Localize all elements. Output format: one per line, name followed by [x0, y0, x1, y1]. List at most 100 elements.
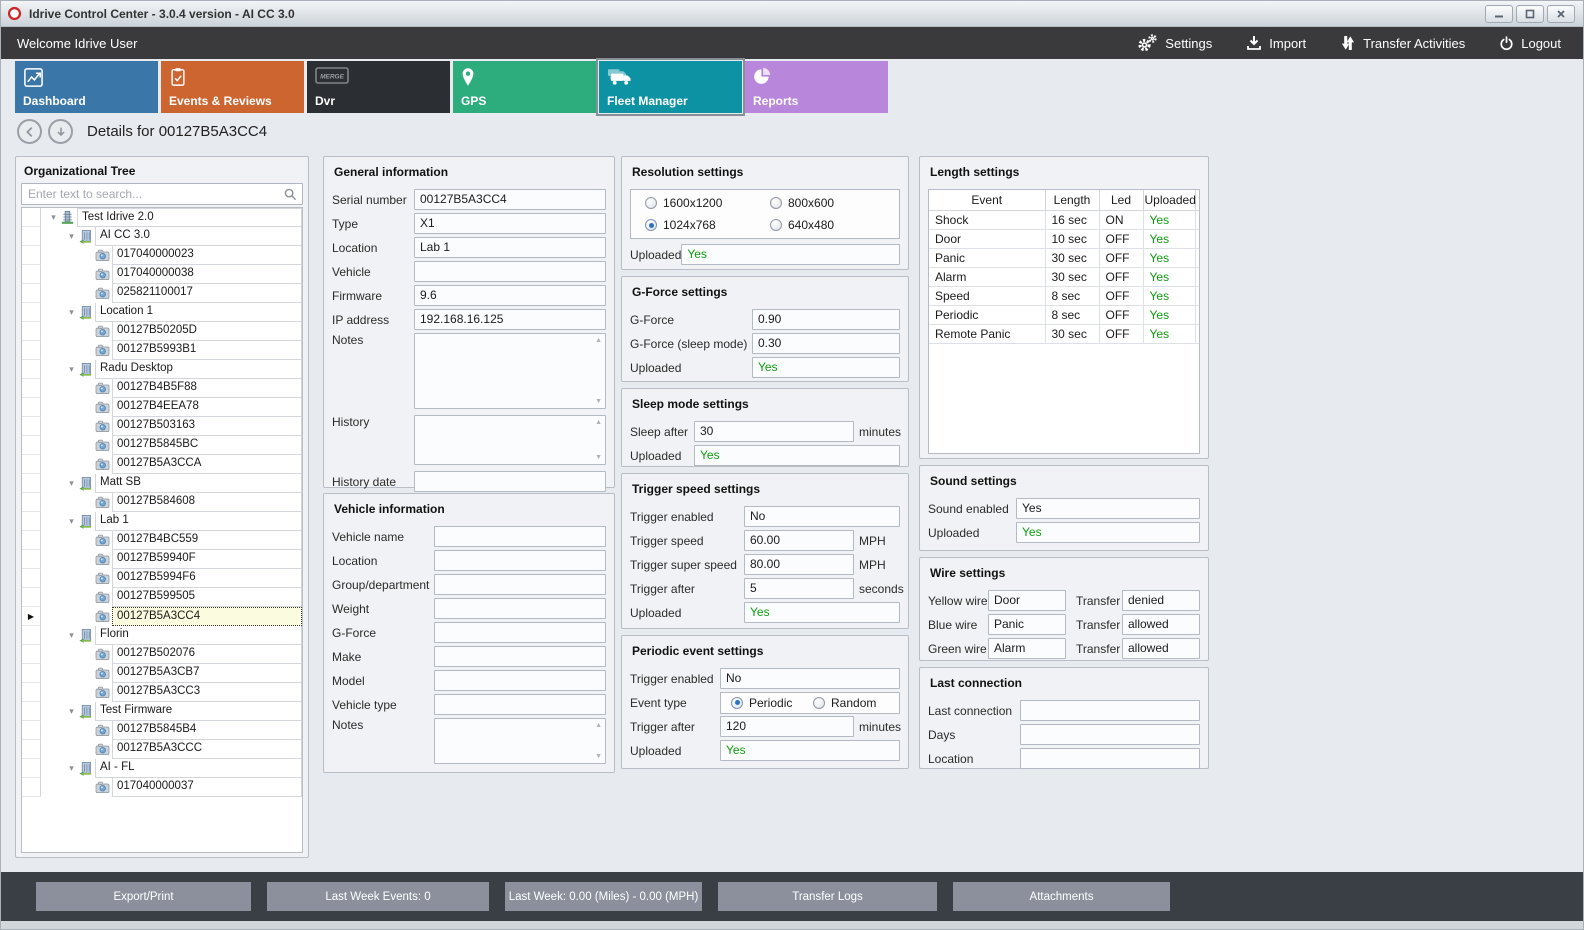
trigger-enabled-field[interactable]: No — [744, 506, 900, 527]
location-field[interactable]: Lab 1 — [414, 237, 606, 258]
uploaded-field[interactable]: Yes — [720, 740, 900, 761]
scroll-down-icon[interactable]: ▼ — [595, 454, 602, 461]
radio-option-random[interactable]: Random — [813, 696, 895, 710]
tree-node-00127b4bc559[interactable]: 00127B4BC559 — [112, 531, 302, 550]
tab-events-reviews[interactable]: Events & Reviews — [161, 61, 304, 113]
uploaded-field[interactable]: Yes — [681, 244, 900, 265]
make-field[interactable] — [434, 646, 606, 667]
expand-arrow-icon[interactable]: ▾ — [69, 763, 74, 773]
vehicle-type-field[interactable] — [434, 694, 606, 715]
radio-unselected-icon[interactable] — [770, 219, 782, 231]
radio-option-periodic[interactable]: Periodic — [731, 696, 813, 710]
uploaded-field[interactable]: Yes — [694, 445, 900, 466]
group-department-field[interactable] — [434, 574, 606, 595]
last-week-events-button[interactable]: Last Week Events: 0 — [267, 882, 489, 911]
radio-selected-icon[interactable] — [731, 696, 743, 709]
tree-node-00127b4b5f88[interactable]: 00127B4B5F88 — [112, 379, 302, 398]
search-input[interactable] — [21, 183, 303, 205]
radio-selected-icon[interactable] — [645, 219, 657, 231]
scroll-down-icon[interactable]: ▼ — [595, 753, 602, 760]
tab-gps[interactable]: GPS — [453, 61, 596, 113]
trigger-after-field[interactable]: 120 — [720, 716, 854, 737]
tab-reports[interactable]: Reports — [745, 61, 888, 113]
radio-unselected-icon[interactable] — [645, 197, 657, 209]
trigger-speed-field[interactable]: 60.00 — [744, 530, 854, 551]
import-button[interactable]: Import — [1246, 35, 1306, 51]
expand-arrow-icon[interactable]: ▾ — [69, 516, 74, 526]
tree-node-00127b5845bc[interactable]: 00127B5845BC — [112, 436, 302, 455]
ip-address-field[interactable]: 192.168.16.125 — [414, 309, 606, 330]
vehicle-name-field[interactable] — [434, 526, 606, 547]
blue-wire-transfer-field[interactable]: allowed — [1122, 614, 1200, 635]
transfer-logs-button[interactable]: Transfer Logs — [718, 882, 937, 911]
sleep-after-field[interactable]: 30 — [694, 421, 854, 442]
history-field[interactable]: ▲ ▼ — [414, 415, 606, 465]
tab-fleet-manager[interactable]: Fleet Manager — [596, 58, 745, 116]
serial-number-field[interactable]: 00127B5A3CC4 — [414, 189, 606, 210]
uploaded-field[interactable]: Yes — [744, 602, 900, 623]
tab-dvr[interactable]: MERGE Dvr — [307, 61, 450, 113]
notes-field[interactable]: ▲ ▼ — [434, 718, 606, 764]
tree-node-ai-fl[interactable]: AI - FL — [95, 759, 302, 778]
radio-unselected-icon[interactable] — [813, 696, 825, 709]
green-wire-field[interactable]: Alarm — [988, 638, 1066, 659]
expand-arrow-icon[interactable]: ▾ — [69, 630, 74, 640]
tree-node-location-1[interactable]: Location 1 — [95, 303, 302, 322]
tree-node-00127b50205d[interactable]: 00127B50205D — [112, 322, 302, 341]
trigger-enabled-field[interactable]: No — [720, 668, 900, 689]
tree-node-00127b5a3ccc[interactable]: 00127B5A3CCC — [112, 740, 302, 759]
tree-node-017040000037[interactable]: 017040000037 — [112, 778, 302, 797]
table-row[interactable]: Panic 30 sec OFF Yes — [929, 247, 1199, 268]
logout-button[interactable]: Logout — [1499, 36, 1561, 51]
notes-field[interactable]: ▲ ▼ — [414, 333, 606, 409]
table-row[interactable]: Shock 16 sec ON Yes — [929, 209, 1199, 230]
tree-node-00127b5a3cb7[interactable]: 00127B5A3CB7 — [112, 664, 302, 683]
table-row[interactable]: Alarm 30 sec OFF Yes — [929, 266, 1199, 287]
tree-node-00127b4eea78[interactable]: 00127B4EEA78 — [112, 398, 302, 417]
tree-node-test-idrive-2-0[interactable]: Test Idrive 2.0 — [77, 208, 302, 227]
g-force-field[interactable]: 0.90 — [752, 309, 900, 330]
settings-button[interactable]: Settings — [1136, 33, 1212, 53]
table-row[interactable]: Periodic 8 sec OFF Yes — [929, 304, 1199, 325]
expand-arrow-icon[interactable]: ▾ — [51, 212, 56, 222]
uploaded-field[interactable]: Yes — [752, 357, 900, 378]
table-row[interactable]: Remote Panic 30 sec OFF Yes — [929, 323, 1199, 344]
g-force-sleep-mode-field[interactable]: 0.30 — [752, 333, 900, 354]
minimize-button[interactable] — [1485, 4, 1513, 23]
tree-node-025821100017[interactable]: 025821100017 — [112, 284, 302, 303]
scroll-down-button[interactable] — [48, 119, 73, 144]
firmware-field[interactable]: 9.6 — [414, 285, 606, 306]
attachments-button[interactable]: Attachments — [953, 882, 1170, 911]
expand-arrow-icon[interactable]: ▾ — [69, 307, 74, 317]
expand-arrow-icon[interactable]: ▾ — [69, 364, 74, 374]
days-field[interactable] — [1020, 724, 1200, 745]
radio-option-1024x768[interactable]: 1024x768 — [645, 218, 770, 232]
location-field[interactable] — [434, 550, 606, 571]
radio-option-1600x1200[interactable]: 1600x1200 — [645, 196, 770, 210]
tree-node-017040000023[interactable]: 017040000023 — [112, 246, 302, 265]
history-date-field[interactable] — [414, 471, 606, 492]
radio-unselected-icon[interactable] — [770, 197, 782, 209]
export-print-button[interactable]: Export/Print — [36, 882, 251, 911]
expand-arrow-icon[interactable]: ▾ — [69, 706, 74, 716]
trigger-super-speed-field[interactable]: 80.00 — [744, 554, 854, 575]
tree-node-ai-cc-3-0[interactable]: AI CC 3.0 — [95, 227, 302, 246]
table-row[interactable]: Door 10 sec OFF Yes — [929, 228, 1199, 249]
g-force-field[interactable] — [434, 622, 606, 643]
last-connection-field[interactable] — [1020, 700, 1200, 721]
tree-node-test-firmware[interactable]: Test Firmware — [95, 702, 302, 721]
tree-node-00127b5993b1[interactable]: 00127B5993B1 — [112, 341, 302, 360]
tree-node-matt-sb[interactable]: Matt SB — [95, 474, 302, 493]
green-wire-transfer-field[interactable]: allowed — [1122, 638, 1200, 659]
scroll-up-icon[interactable]: ▲ — [595, 337, 602, 344]
radio-option-800x600[interactable]: 800x600 — [770, 196, 895, 210]
expand-arrow-icon[interactable]: ▾ — [69, 478, 74, 488]
trigger-after-field[interactable]: 5 — [744, 578, 854, 599]
radio-option-640x480[interactable]: 640x480 — [770, 218, 895, 232]
model-field[interactable] — [434, 670, 606, 691]
last-week-button[interactable]: Last Week: 0.00 (Miles) - 0.00 (MPH) — [505, 882, 702, 911]
expand-arrow-icon[interactable]: ▾ — [69, 231, 74, 241]
tree-node-lab-1[interactable]: Lab 1 — [95, 512, 302, 531]
scroll-up-icon[interactable]: ▲ — [595, 419, 602, 426]
tree-node-00127b599505[interactable]: 00127B599505 — [112, 588, 302, 607]
